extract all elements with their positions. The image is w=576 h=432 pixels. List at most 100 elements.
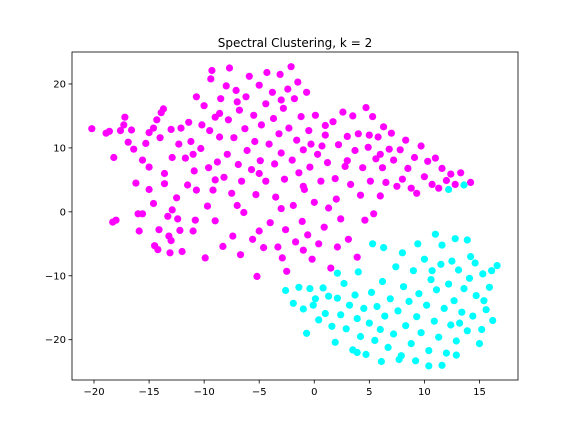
data-point: [187, 138, 194, 145]
data-point: [241, 125, 248, 132]
data-point: [325, 204, 332, 211]
data-point: [467, 179, 474, 186]
data-point: [438, 362, 445, 369]
x-tick-label: −5: [252, 387, 267, 398]
data-point: [244, 147, 251, 154]
data-point: [315, 316, 322, 323]
data-point: [339, 109, 346, 116]
data-point: [344, 133, 351, 140]
data-point: [164, 213, 171, 220]
data-point: [121, 114, 128, 121]
data-point: [236, 107, 243, 114]
data-point: [262, 178, 269, 185]
data-point: [174, 215, 181, 222]
data-point: [224, 151, 231, 158]
data-point: [362, 104, 369, 111]
data-point: [441, 305, 448, 312]
data-point: [291, 95, 298, 102]
data-point: [300, 247, 307, 254]
data-point: [322, 132, 329, 139]
data-point: [283, 268, 290, 275]
data-point: [240, 209, 247, 216]
data-point: [343, 325, 350, 332]
data-point: [337, 215, 344, 222]
data-point: [435, 334, 442, 341]
data-point: [464, 327, 471, 334]
data-point: [258, 121, 265, 128]
data-point: [355, 130, 362, 137]
data-point: [412, 357, 419, 364]
data-point: [237, 251, 244, 258]
y-tick-label: 0: [60, 207, 66, 218]
data-point: [404, 165, 411, 172]
data-point: [354, 254, 361, 261]
data-point: [267, 219, 274, 226]
data-point: [161, 180, 168, 187]
data-point: [262, 100, 269, 107]
y-tick-label: 20: [53, 79, 66, 90]
data-point: [206, 127, 213, 134]
data-point: [300, 183, 307, 190]
data-point: [110, 154, 117, 161]
data-point: [198, 121, 205, 128]
data-point: [429, 181, 436, 188]
data-point: [281, 176, 288, 183]
data-point: [397, 146, 404, 153]
data-point: [205, 164, 212, 171]
data-point: [447, 321, 454, 328]
data-point: [169, 206, 176, 213]
data-point: [230, 134, 237, 141]
data-point: [193, 93, 200, 100]
data-point: [399, 249, 406, 256]
data-point: [106, 128, 113, 135]
data-point: [388, 130, 395, 137]
data-point: [443, 177, 450, 184]
data-point: [437, 261, 444, 268]
x-tick-label: 10: [418, 387, 431, 398]
data-point: [179, 248, 186, 255]
data-point: [256, 170, 263, 177]
data-point: [379, 164, 386, 171]
data-point: [382, 179, 389, 186]
data-point: [443, 350, 450, 357]
data-point: [191, 167, 198, 174]
data-point: [290, 300, 297, 307]
data-point: [332, 339, 339, 346]
data-point: [447, 171, 454, 178]
data-point: [365, 144, 372, 151]
data-point: [288, 63, 295, 70]
data-point: [432, 155, 439, 162]
data-point: [413, 313, 420, 320]
data-point: [387, 295, 394, 302]
data-point: [132, 180, 139, 187]
data-point: [282, 226, 289, 233]
data-point: [155, 226, 162, 233]
data-point: [238, 178, 245, 185]
chart-title: Spectral Clustering, k = 2: [218, 36, 372, 50]
data-point: [494, 262, 501, 269]
data-point: [312, 112, 319, 119]
data-point: [344, 157, 351, 164]
data-point: [278, 96, 285, 103]
data-point: [318, 142, 325, 149]
data-point: [354, 349, 361, 356]
data-point: [414, 240, 421, 247]
data-point: [425, 362, 432, 369]
data-point: [355, 268, 362, 275]
data-point: [234, 202, 241, 209]
data-point: [315, 240, 322, 247]
data-point: [349, 112, 356, 119]
data-point: [413, 190, 420, 197]
data-point: [379, 278, 386, 285]
data-point: [329, 118, 336, 125]
data-point: [277, 71, 284, 78]
data-point: [305, 127, 312, 134]
data-point: [335, 141, 342, 148]
data-point: [251, 138, 258, 145]
y-tick-label: 10: [53, 143, 66, 154]
data-point: [274, 243, 281, 250]
data-point: [445, 186, 452, 193]
data-point: [292, 238, 299, 245]
data-point: [177, 125, 184, 132]
